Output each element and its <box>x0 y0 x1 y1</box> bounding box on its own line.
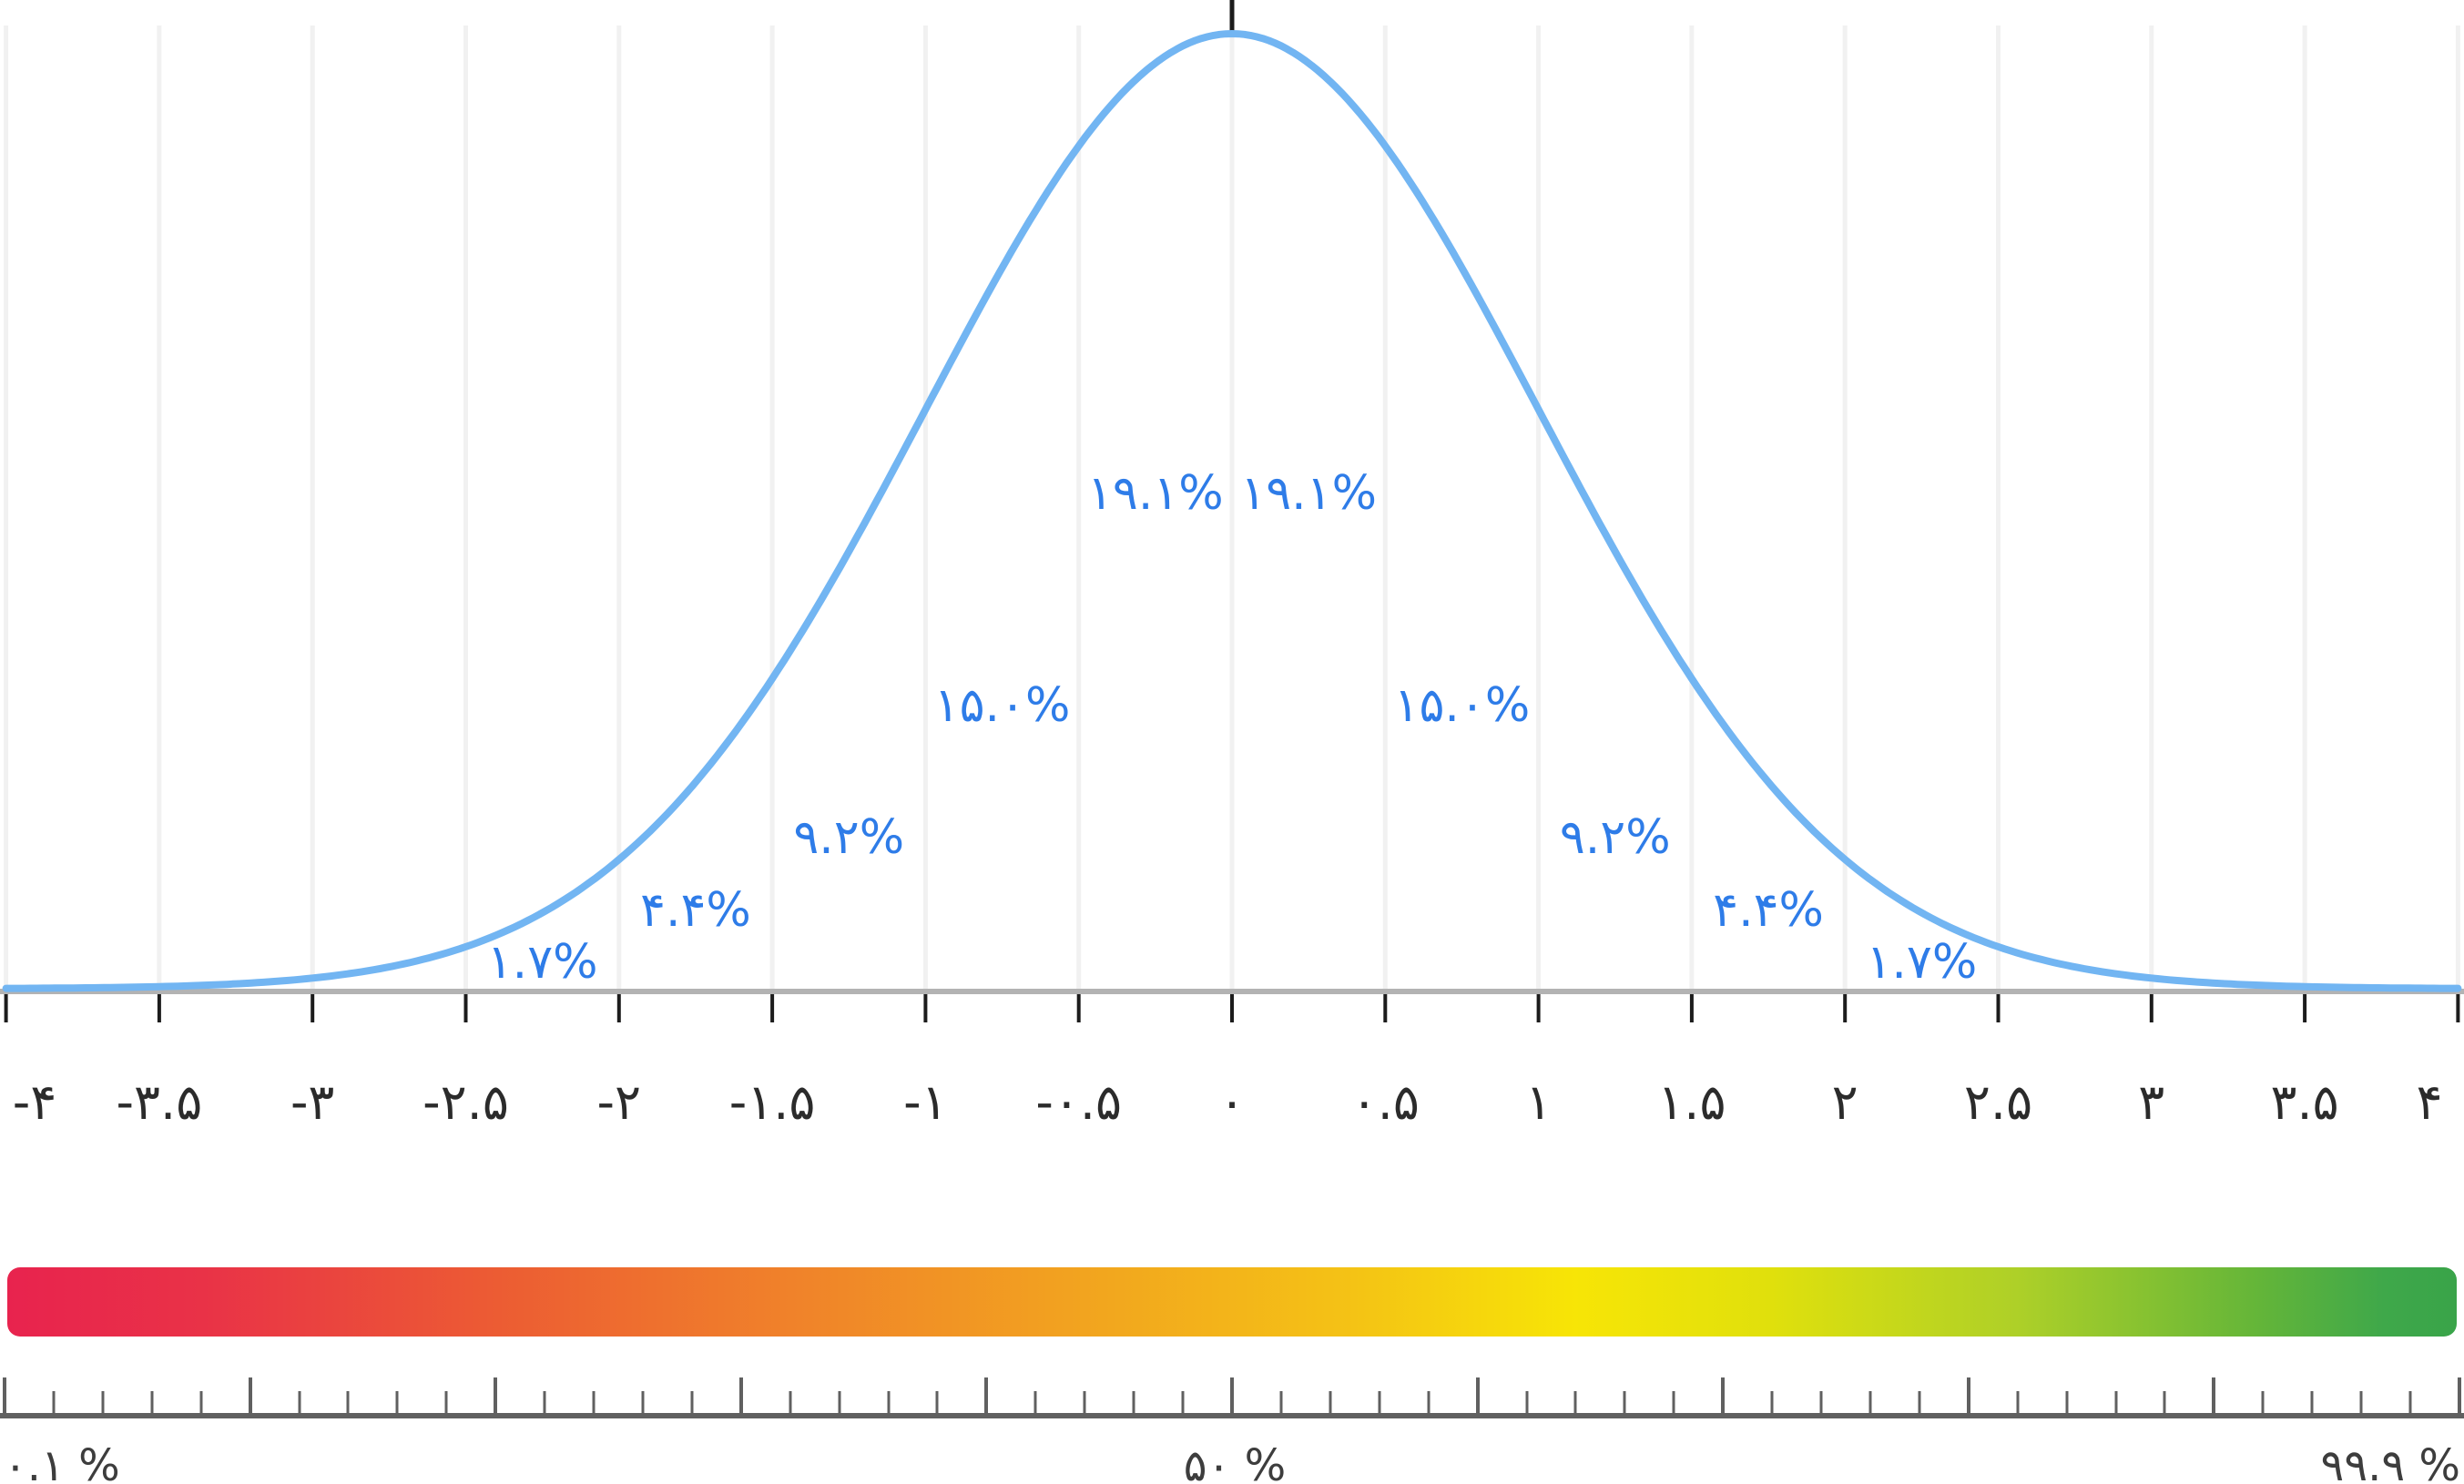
ruler-major-tick <box>984 1377 989 1413</box>
x-axis-label: ۲.۵ <box>1963 1073 2033 1131</box>
segment-percentage-label: ۴.۴% <box>640 883 751 938</box>
x-axis-label: -۳ <box>290 1073 335 1131</box>
ruler-minor-tick <box>444 1391 448 1413</box>
ruler-major-tick <box>1230 1377 1234 1413</box>
ruler-minor-tick <box>2065 1391 2069 1413</box>
ruler-minor-tick <box>1623 1391 1626 1413</box>
x-axis-label: -۲.۵ <box>423 1073 509 1131</box>
x-axis-label: ۱.۵ <box>1657 1073 1726 1131</box>
segment-percentage-label: ۱۵.۰% <box>1393 678 1531 733</box>
percentile-ruler-line <box>0 1413 2464 1418</box>
segment-percentage-label: ۴.۴% <box>1713 883 1824 938</box>
ruler-minor-tick <box>1868 1391 1872 1413</box>
ruler-label-left: ۰.۱ % <box>4 1440 120 1484</box>
segment-percentage-label: ۹.۲% <box>1559 810 1671 865</box>
ruler-minor-tick <box>2114 1391 2118 1413</box>
x-axis-label: ۲ <box>1831 1073 1858 1131</box>
ruler-minor-tick <box>1329 1391 1332 1413</box>
ruler-minor-tick <box>1819 1391 1823 1413</box>
segment-percentage-label: ۱.۷% <box>1866 935 1978 990</box>
ruler-minor-tick <box>935 1391 939 1413</box>
x-axis-label: -۴ <box>12 1073 57 1131</box>
ruler-major-tick <box>1721 1377 1726 1413</box>
ruler-minor-tick <box>2016 1391 2020 1413</box>
ruler-minor-tick <box>150 1391 154 1413</box>
bell-curve <box>2 30 2462 992</box>
x-axis-label: -۰.۵ <box>1035 1073 1123 1131</box>
ruler-minor-tick <box>887 1391 891 1413</box>
ruler-minor-tick <box>2310 1391 2314 1413</box>
x-axis-label: ۳ <box>2138 1073 2165 1131</box>
segment-percentage-label: ۱۹.۱% <box>1240 466 1378 521</box>
ruler-minor-tick <box>838 1391 841 1413</box>
ruler-minor-tick <box>789 1391 792 1413</box>
segment-percentage-label: ۹.۲% <box>793 810 905 865</box>
ruler-minor-tick <box>1378 1391 1381 1413</box>
ruler-minor-tick <box>1525 1391 1529 1413</box>
ruler-minor-tick <box>1770 1391 1774 1413</box>
ruler-minor-tick <box>592 1391 596 1413</box>
ruler-minor-tick <box>2359 1391 2363 1413</box>
ruler-major-tick <box>494 1377 498 1413</box>
x-axis-label: ۰.۵ <box>1350 1073 1420 1131</box>
ruler-minor-tick <box>2408 1391 2412 1413</box>
ruler-minor-tick <box>2261 1391 2265 1413</box>
ruler-minor-tick <box>690 1391 694 1413</box>
ruler-major-tick <box>2212 1377 2216 1413</box>
ruler-minor-tick <box>543 1391 546 1413</box>
ruler-minor-tick <box>1181 1391 1185 1413</box>
ruler-minor-tick <box>2163 1391 2166 1413</box>
ruler-minor-tick <box>52 1391 56 1413</box>
percentile-gradient-bar <box>7 1267 2457 1337</box>
x-axis-label: -۱.۵ <box>728 1073 816 1131</box>
ruler-major-tick <box>1966 1377 1970 1413</box>
ruler-label-center: ۵۰ % <box>1183 1440 1287 1484</box>
ruler-label-right: ۹۹.۹ % <box>2320 1440 2460 1484</box>
ruler-minor-tick <box>641 1391 645 1413</box>
ruler-minor-tick <box>395 1391 399 1413</box>
ruler-minor-tick <box>1427 1391 1431 1413</box>
ruler-minor-tick <box>1279 1391 1283 1413</box>
ruler-minor-tick <box>1083 1391 1086 1413</box>
segment-percentage-label: ۱.۷% <box>486 935 598 990</box>
ruler-minor-tick <box>346 1391 350 1413</box>
ruler-minor-tick <box>1672 1391 1675 1413</box>
ruler-minor-tick <box>1033 1391 1037 1413</box>
x-axis-label: -۲ <box>596 1073 642 1131</box>
ruler-minor-tick <box>1918 1391 1921 1413</box>
ruler-minor-tick <box>101 1391 105 1413</box>
ruler-major-tick <box>1475 1377 1480 1413</box>
ruler-minor-tick <box>298 1391 301 1413</box>
percentile-ruler-ticks <box>0 1377 2464 1413</box>
segment-percentage-label: ۱۹.۱% <box>1086 466 1224 521</box>
ruler-minor-tick <box>1132 1391 1135 1413</box>
ruler-major-tick <box>3 1377 6 1413</box>
segment-percentage-label: ۱۵.۰% <box>933 678 1071 733</box>
ruler-major-tick <box>248 1377 252 1413</box>
ruler-major-tick <box>738 1377 743 1413</box>
x-axis-label: ۱ <box>1525 1073 1553 1131</box>
ruler-minor-tick <box>1573 1391 1577 1413</box>
x-axis-label: -۳.۵ <box>116 1073 203 1131</box>
x-axis-label: ۰ <box>1218 1073 1246 1131</box>
x-axis-label: -۱ <box>903 1073 948 1131</box>
x-axis-label: ۳.۵ <box>2270 1073 2339 1131</box>
ruler-minor-tick <box>199 1391 203 1413</box>
x-axis-label: ۴ <box>2416 1073 2443 1131</box>
ruler-major-tick <box>2458 1377 2461 1413</box>
